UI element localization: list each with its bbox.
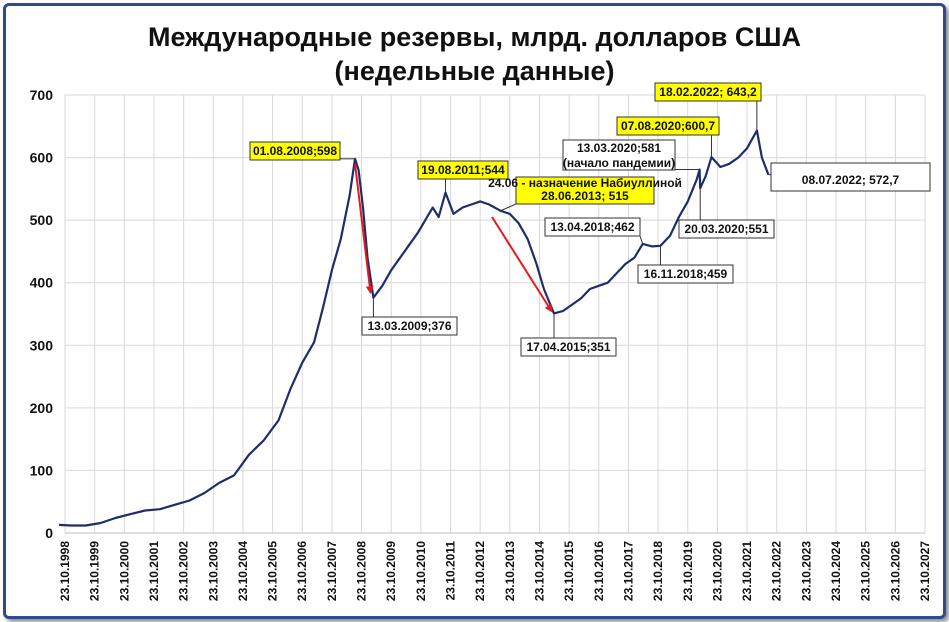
x-tick-label: 23.10.2023 — [799, 541, 813, 601]
x-tick-label: 23.10.2008 — [355, 541, 369, 601]
x-tick-label: 23.10.2015 — [562, 541, 576, 601]
y-tick-label: 600 — [30, 150, 54, 166]
x-tick-label: 23.10.2011 — [444, 541, 458, 601]
x-tick-label: 23.10.2017 — [621, 541, 635, 601]
decline-arrow — [491, 216, 553, 313]
x-tick-label: 23.10.2018 — [651, 541, 665, 601]
x-tick-label: 23.10.2007 — [325, 541, 339, 601]
annotation-box — [417, 160, 509, 180]
decline-arrow — [354, 163, 374, 295]
x-tick-label: 23.10.2001 — [147, 541, 161, 601]
y-tick-label: 100 — [30, 462, 54, 478]
x-tick-label: 23.10.2020 — [710, 541, 724, 601]
x-tick-label: 23.10.2009 — [384, 541, 398, 601]
annotation-label: 01.08.2008;598 — [253, 144, 337, 158]
annotation-box — [361, 316, 458, 336]
annotation-leader-line — [639, 235, 644, 245]
x-tick-label: 23.10.2012 — [473, 541, 487, 601]
x-tick-label: 23.10.2026 — [888, 541, 902, 601]
chart-title-line1: Международные резервы, млрд. долларов СШ… — [147, 22, 802, 52]
annotation-label: 08.07.2022; 572,7 — [802, 173, 900, 187]
x-tick-label: 23.10.1998 — [58, 541, 72, 601]
x-tick-label: 23.10.2022 — [770, 541, 784, 601]
x-tick-label: 23.10.2010 — [414, 541, 428, 601]
annotation-box — [520, 337, 617, 357]
x-tick-label: 23.10.2000 — [117, 541, 131, 601]
x-tick-label: 23.10.2019 — [681, 541, 695, 601]
reserves-series-line — [59, 129, 770, 527]
annotation-label: 24.06 - назначение Набиуллиной — [488, 176, 682, 190]
annotation-label: 18.02.2022; 643,2 — [659, 85, 757, 99]
annotation-label: 13.04.2018;462 — [550, 220, 634, 234]
annotation-label: 16.11.2018;459 — [644, 267, 728, 281]
annotation-box — [637, 264, 734, 284]
y-tick-label: 400 — [30, 275, 54, 291]
annotation-box — [770, 162, 931, 192]
x-tick-label: 23.10.2024 — [829, 541, 843, 601]
x-tick-label: 23.10.2003 — [206, 541, 220, 601]
annotation-label: 28.06.2013; 515 — [541, 189, 629, 203]
annotation-box — [562, 139, 676, 171]
annotation-label: 13.03.2020;581 — [577, 141, 661, 155]
annotation-leader-line — [500, 203, 517, 212]
annotation-label: 13.03.2009;376 — [367, 319, 451, 333]
x-tick-label: 23.10.2014 — [532, 541, 546, 601]
chart-frame — [3, 3, 946, 619]
x-tick-label: 23.10.2025 — [859, 541, 873, 601]
annotation-box — [249, 141, 341, 161]
y-tick-label: 0 — [45, 525, 53, 541]
annotation-box — [654, 82, 762, 102]
x-tick-label: 23.10.2021 — [740, 541, 754, 601]
y-tick-label: 300 — [30, 337, 54, 353]
annotation-box — [515, 176, 655, 205]
chart-title-line2: (недельные данные) — [334, 56, 615, 86]
annotation-label: 20.03.2020;551 — [684, 222, 768, 236]
annotation-label: 07.08.2020;600,7 — [621, 119, 715, 133]
annotation-label: 17.04.2015;351 — [526, 340, 610, 354]
x-tick-label: 23.10.2004 — [236, 541, 250, 601]
y-tick-label: 200 — [30, 400, 54, 416]
annotation-box — [678, 219, 775, 239]
x-tick-label: 23.10.1999 — [88, 541, 102, 601]
x-tick-label: 23.10.2016 — [592, 541, 606, 601]
annotation-label: (начало пандемии) — [563, 156, 675, 170]
annotation-label: 19.08.2011;544 — [421, 163, 505, 177]
x-tick-label: 23.10.2013 — [503, 541, 517, 601]
x-tick-label: 23.10.2005 — [266, 541, 280, 601]
annotation-box — [544, 217, 641, 237]
x-tick-label: 23.10.2006 — [295, 541, 309, 601]
y-tick-label: 500 — [30, 212, 54, 228]
annotation-box — [616, 116, 720, 136]
x-tick-label: 23.10.2002 — [177, 541, 191, 601]
y-tick-label: 700 — [30, 87, 54, 103]
x-tick-label: 23.10.2027 — [918, 541, 932, 601]
